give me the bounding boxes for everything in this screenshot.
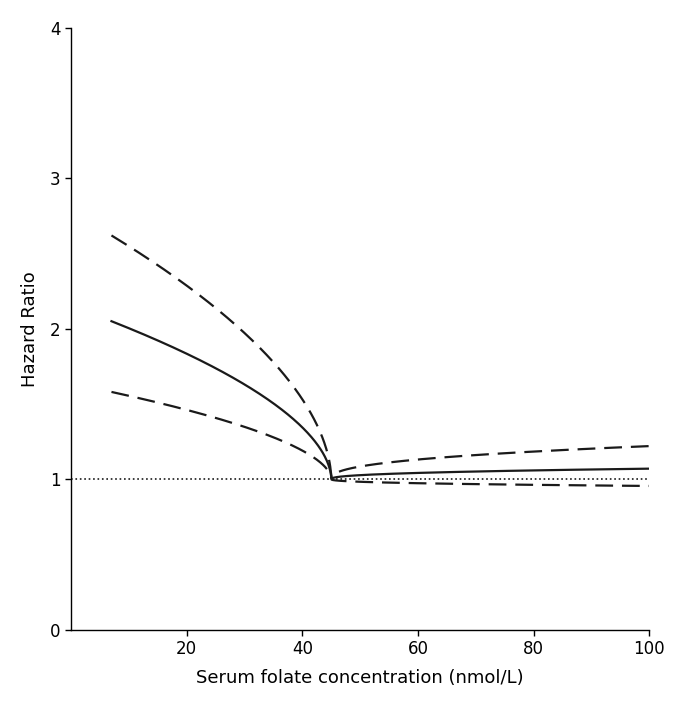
X-axis label: Serum folate concentration (nmol/L): Serum folate concentration (nmol/L) (196, 669, 524, 687)
Y-axis label: Hazard Ratio: Hazard Ratio (21, 271, 39, 387)
